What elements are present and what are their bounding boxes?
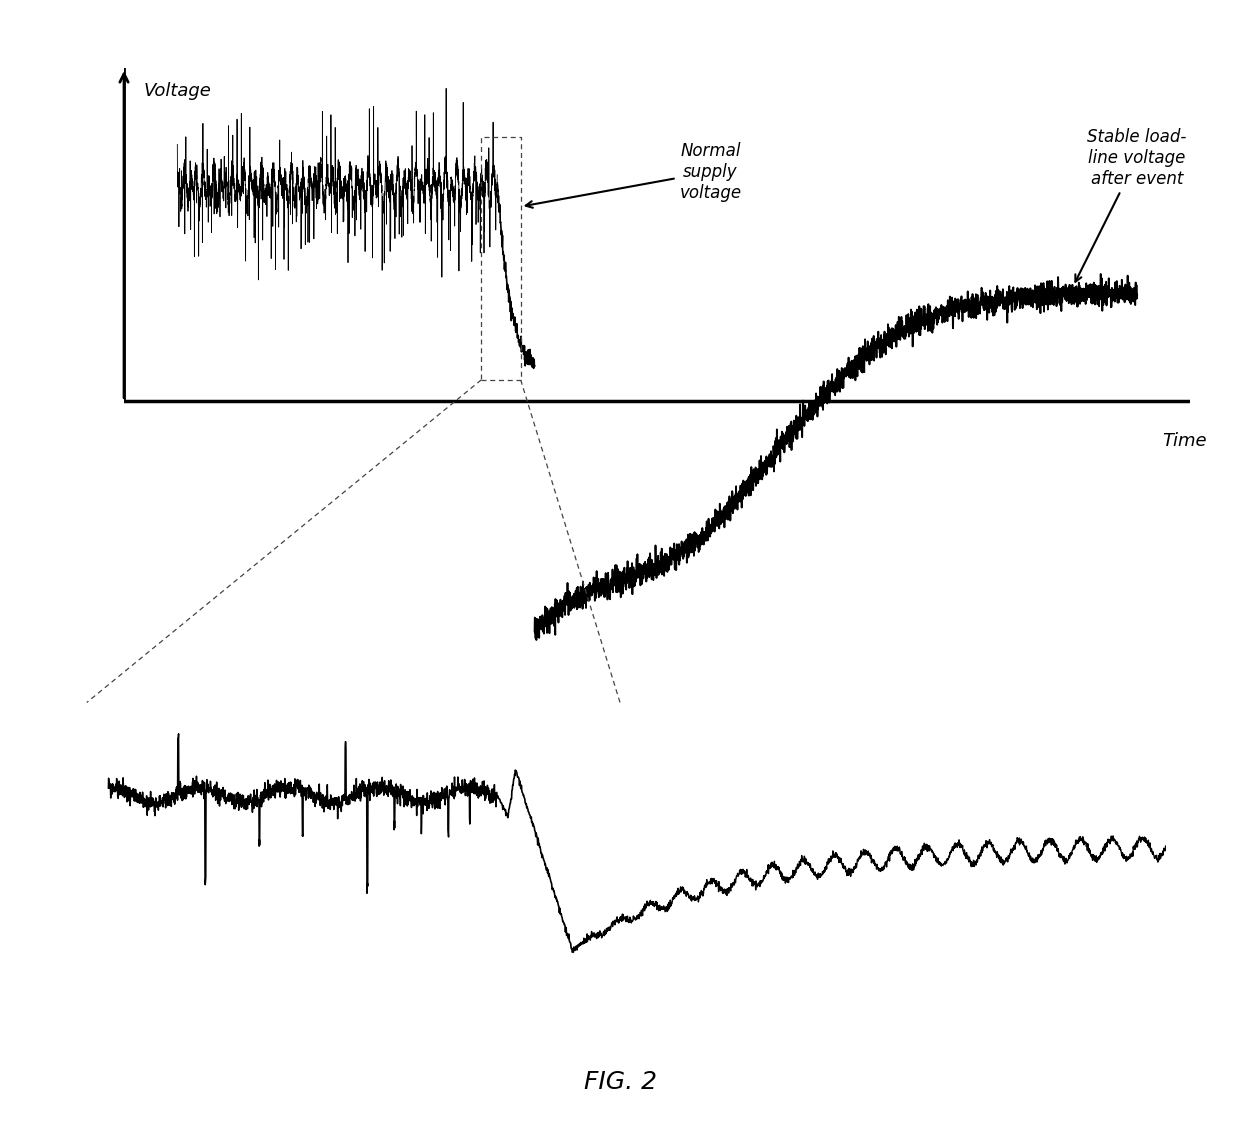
Text: Voltage: Voltage [143,82,211,100]
Text: FIG. 2: FIG. 2 [584,1070,656,1094]
Text: Stable load-
line voltage
after event: Stable load- line voltage after event [1075,128,1187,282]
Text: Time: Time [1162,432,1207,450]
Text: Normal
supply
voltage: Normal supply voltage [526,142,742,207]
